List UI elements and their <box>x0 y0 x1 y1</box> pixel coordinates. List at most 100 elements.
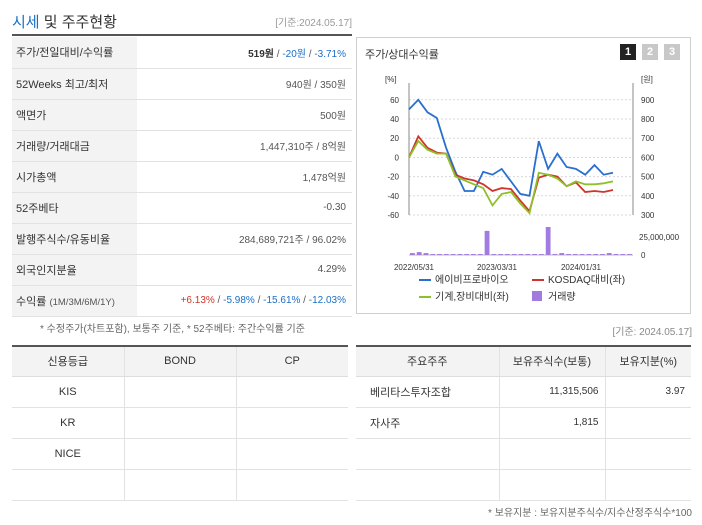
y-right-tick: 800 <box>641 115 655 124</box>
y-left-tick: 20 <box>390 134 399 143</box>
legend-label: 거래량 <box>548 291 576 303</box>
volume-bar <box>423 253 429 255</box>
volume-bar <box>477 254 483 255</box>
legend-marker <box>532 291 542 301</box>
volume-bar <box>498 254 504 255</box>
volume-bar <box>572 254 578 255</box>
chart-reference-date: [기준: 2024.05.17] <box>612 327 692 338</box>
table-cell <box>12 469 125 501</box>
column-header: CP <box>236 346 348 377</box>
summary-label: 수익률 (1M/3M/6M/1Y) <box>12 285 137 317</box>
shareholder-footnote: * 보유지분 : 보유지분주식수/지수산정주식수*100 <box>488 508 692 519</box>
volume-bar <box>593 254 599 255</box>
table-row <box>12 469 348 501</box>
volume-bar <box>491 254 497 255</box>
summary-label: 외국인지분율 <box>12 254 137 286</box>
reference-date: [기준:2024.05.17] <box>275 18 352 29</box>
y-left-tick: -20 <box>387 173 399 182</box>
volume-bar <box>464 254 470 255</box>
summary-value: 500원 <box>137 99 352 131</box>
legend-label: KOSDAQ대비(좌) <box>548 274 625 286</box>
table-cell <box>236 407 348 439</box>
table-cell: KR <box>12 407 125 439</box>
summary-label: 시가총액 <box>12 161 137 193</box>
volume-bar <box>545 227 551 255</box>
volume-zero-tick: 0 <box>641 251 646 260</box>
credit-rating-table: 신용등급 BOND CP KIS KR NICE <box>12 345 348 501</box>
volume-bar <box>620 254 626 255</box>
shares-held: 1,815 <box>499 407 606 439</box>
table-row: 베리타스투자조합 11,315,506 3.97 <box>356 376 691 408</box>
summary-value: +6.13% / -5.98% / -15.61% / -12.03% <box>137 285 352 317</box>
summary-footnote: * 수정주가(차트포함), 보통주 기준, * 52주베타: 주간수익률 기준 <box>40 324 305 335</box>
volume-bar <box>416 252 422 255</box>
table-row <box>356 438 691 470</box>
section-title: 시세 및 주주현황 <box>12 14 117 31</box>
table-cell: NICE <box>12 438 125 470</box>
y-right-tick: 500 <box>641 173 655 182</box>
summary-value: 940원 / 350원 <box>137 68 352 100</box>
column-header: 신용등급 <box>12 346 125 377</box>
legend-label: 기계,장비대비(좌) <box>435 291 509 303</box>
y-left-unit: [%] <box>385 75 397 84</box>
table-row: 자사주 1,815 <box>356 407 691 439</box>
ownership-pct <box>605 469 691 501</box>
summary-value: 1,478억원 <box>137 161 352 193</box>
shares-held <box>499 438 606 470</box>
volume-bar <box>538 254 544 255</box>
major-shareholders-table: 주요주주 보유주식수(보통) 보유지분(%) 베리타스투자조합 11,315,50… <box>356 345 691 501</box>
legend-label: 에이비프로바이오 <box>435 274 509 286</box>
y-right-unit: [원] <box>641 75 653 84</box>
shareholder-name <box>356 469 500 501</box>
stock-summary-table: 주가/전일대비/수익률 519원 / -20원 / -3.71% 52Weeks… <box>12 37 352 317</box>
volume-bar <box>437 254 442 255</box>
summary-label: 52Weeks 최고/최저 <box>12 68 137 100</box>
summary-label: 발행주식수/유동비율 <box>12 223 137 255</box>
table-cell: KIS <box>12 376 125 408</box>
volume-bar <box>613 254 619 255</box>
table-cell <box>124 438 237 470</box>
y-left-tick: -40 <box>387 192 399 201</box>
summary-value: -0.30 <box>137 192 352 224</box>
volume-bar <box>525 254 531 255</box>
table-row <box>356 469 691 501</box>
volume-bar <box>600 254 605 255</box>
table-header-row: 주요주주 보유주식수(보통) 보유지분(%) <box>356 346 691 377</box>
x-tick: 2022/05/31 <box>394 263 435 272</box>
period-buttons: 1 2 3 <box>620 44 680 60</box>
column-header: 주요주주 <box>356 346 500 377</box>
table-row: KR <box>12 407 348 439</box>
summary-value: 4.29% <box>137 254 352 286</box>
volume-bar <box>457 254 463 255</box>
y-right-tick: 700 <box>641 134 655 143</box>
volume-bar <box>606 253 612 255</box>
column-header: BOND <box>124 346 237 377</box>
y-right-tick: 400 <box>641 192 655 201</box>
chart-panel: 주가/상대수익률 1 2 3 [%] [원] 60 40 20 0 -20 -40 -60 900… <box>356 37 691 314</box>
header-divider <box>12 34 352 36</box>
column-header: 보유지분(%) <box>605 346 691 377</box>
section-header: 시세 및 주주현황 [기준:2024.05.17] <box>12 8 352 34</box>
table-cell <box>236 438 348 470</box>
volume-bar <box>586 254 592 255</box>
shareholder-name: 베리타스투자조합 <box>356 376 500 408</box>
volume-bar <box>450 254 456 255</box>
shares-held <box>499 469 606 501</box>
period-button-2[interactable]: 2 <box>642 44 658 60</box>
table-cell <box>124 407 237 439</box>
ownership-pct <box>605 438 691 470</box>
volume-bar <box>552 254 558 255</box>
shareholder-name: 자사주 <box>356 407 500 439</box>
period-button-1[interactable]: 1 <box>620 44 636 60</box>
volume-bar <box>566 254 571 255</box>
x-tick: 2023/03/31 <box>477 263 518 272</box>
summary-value: 519원 / -20원 / -3.71% <box>137 37 352 69</box>
series-line <box>408 139 614 215</box>
y-left-tick: 0 <box>395 153 400 162</box>
volume-bar <box>410 253 415 255</box>
x-tick: 2024/01/31 <box>561 263 602 272</box>
table-cell <box>124 469 237 501</box>
relative-return-chart: [%] [원] 60 40 20 0 -20 -40 -60 900 800 700 600 500 400… <box>385 75 680 303</box>
y-left-tick: 40 <box>390 115 399 124</box>
period-button-3[interactable]: 3 <box>664 44 680 60</box>
